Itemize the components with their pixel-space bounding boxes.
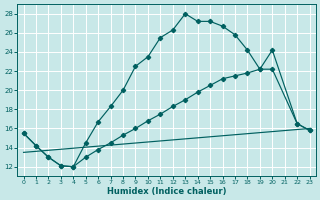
X-axis label: Humidex (Indice chaleur): Humidex (Indice chaleur) (107, 187, 226, 196)
